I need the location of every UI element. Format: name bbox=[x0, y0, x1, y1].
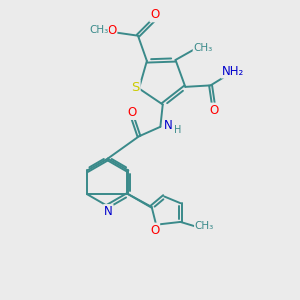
Text: O: O bbox=[209, 103, 219, 117]
Text: O: O bbox=[127, 106, 136, 119]
Text: CH₃: CH₃ bbox=[89, 25, 108, 35]
Text: CH₃: CH₃ bbox=[193, 43, 212, 53]
Text: S: S bbox=[131, 80, 140, 94]
Text: O: O bbox=[107, 24, 116, 37]
Text: N: N bbox=[104, 205, 113, 218]
Text: NH₂: NH₂ bbox=[221, 65, 244, 78]
Text: H: H bbox=[174, 125, 181, 135]
Text: O: O bbox=[150, 224, 159, 236]
Text: CH₃: CH₃ bbox=[195, 221, 214, 231]
Text: O: O bbox=[150, 8, 160, 21]
Text: N: N bbox=[164, 119, 173, 132]
